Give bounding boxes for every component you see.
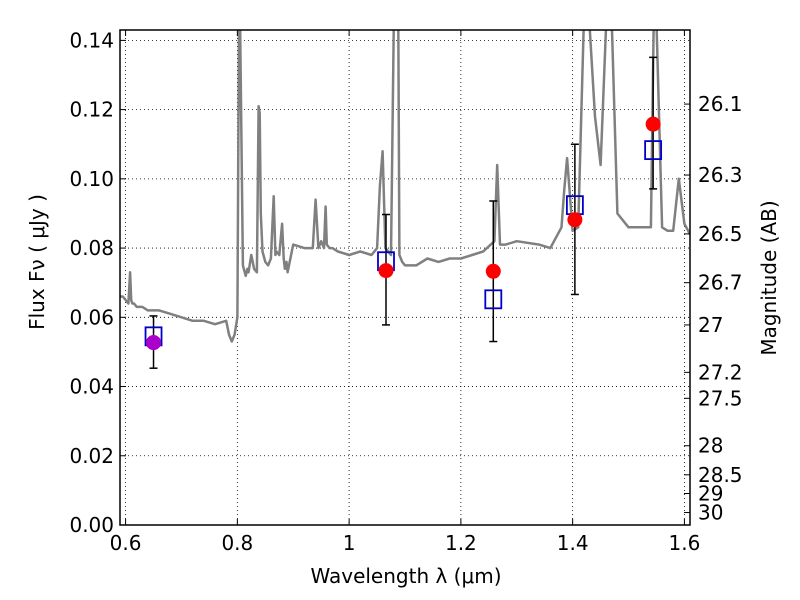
mag-tick-label: 26.5 xyxy=(698,222,743,246)
observed-point xyxy=(485,263,501,279)
model-square-marker xyxy=(644,140,663,161)
right-y-axis-label: Magnitude (AB) xyxy=(757,200,781,355)
y-tick-label: 0.14 xyxy=(69,28,114,52)
x-tick-label: 1 xyxy=(343,531,356,555)
observed-point xyxy=(645,116,661,132)
mag-tick-label: 27 xyxy=(698,313,723,337)
spectrum-line xyxy=(120,30,690,343)
mag-tick-label: 28 xyxy=(698,434,723,458)
spectrum-layer xyxy=(120,30,690,343)
y-tick-label: 0.06 xyxy=(69,305,114,329)
mag-tick-label: 28.5 xyxy=(698,463,743,487)
x-tick-label: 1.2 xyxy=(445,531,477,555)
x-axis-label: Wavelength λ (μm) xyxy=(310,564,501,588)
mag-tick-label: 26.1 xyxy=(698,92,743,116)
x-tick-label: 1.6 xyxy=(669,531,701,555)
y-tick-label: 0.02 xyxy=(69,444,114,468)
y-tick-label: 0.08 xyxy=(69,236,114,260)
x-tick-label: 0.8 xyxy=(221,531,253,555)
observed-point xyxy=(567,212,583,228)
x-tick-label: 1.4 xyxy=(557,531,589,555)
y-tick-label: 0.10 xyxy=(69,167,114,191)
x-tick-label: 0.6 xyxy=(110,531,142,555)
mag-tick-label: 26.7 xyxy=(698,271,743,295)
y-tick-label: 0.12 xyxy=(69,98,114,122)
mag-tick-label: 30 xyxy=(698,501,723,525)
mag-tick-label: 26.3 xyxy=(698,163,743,187)
mag-tick-label: 27.5 xyxy=(698,386,743,410)
y-tick-label: 0.00 xyxy=(69,513,114,537)
grid-layer xyxy=(120,30,690,526)
plot-frame xyxy=(119,29,691,526)
mag-tick-label: 27.2 xyxy=(698,360,743,384)
marker-layer xyxy=(144,56,663,369)
overlap-point xyxy=(146,335,162,351)
observed-point xyxy=(378,263,394,279)
tick-layer: 0.6 0.8 1 1.2 1.4 1.6 0.00 0.02 0.04 0.06 0.08 0.10… xyxy=(69,28,742,555)
mag-tick-label: 29 xyxy=(698,482,723,506)
model-square-marker xyxy=(484,289,503,310)
y-tick-label: 0.04 xyxy=(69,375,114,399)
y-axis-label: Flux Fν ( μJy ) xyxy=(25,194,49,330)
